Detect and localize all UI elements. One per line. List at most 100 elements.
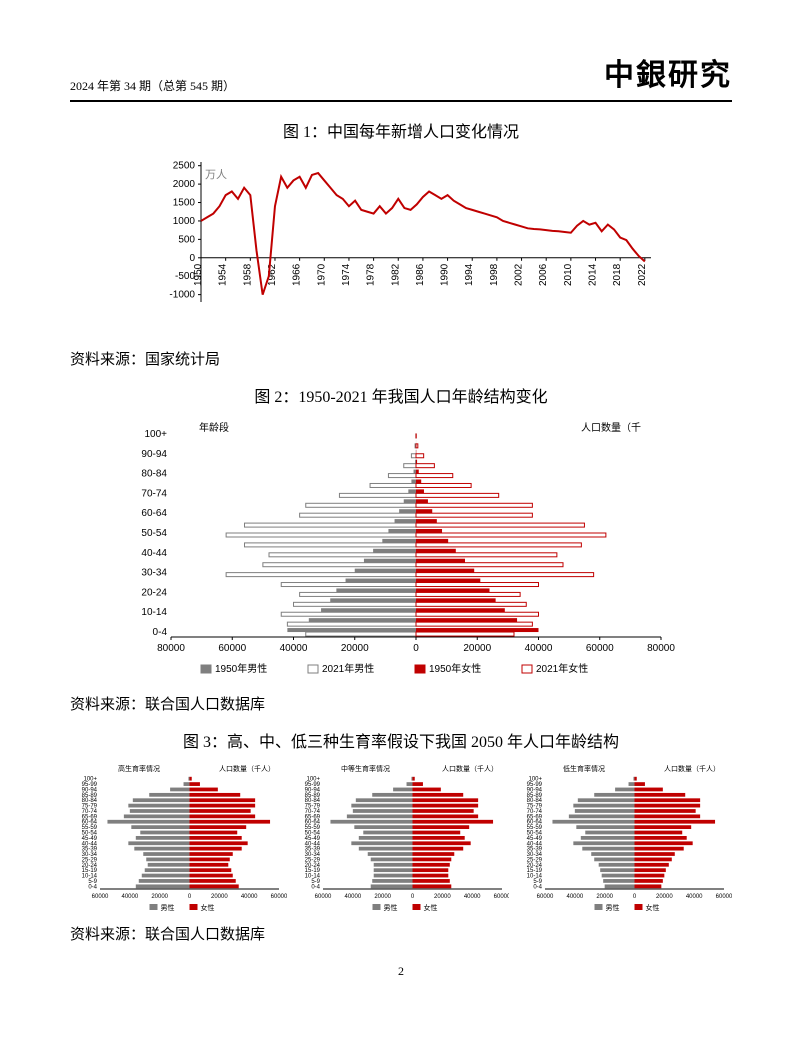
svg-text:90-94: 90-94 [527, 787, 543, 793]
svg-text:500: 500 [178, 234, 195, 245]
svg-text:70-74: 70-74 [82, 809, 98, 815]
svg-text:10-14: 10-14 [304, 874, 320, 880]
svg-text:0: 0 [633, 894, 637, 900]
svg-text:1982: 1982 [390, 263, 401, 286]
fig1-chart: -1000-5000500100015002000250019501954195… [70, 152, 732, 342]
svg-text:20000: 20000 [211, 894, 228, 900]
svg-text:60-64: 60-64 [82, 820, 98, 826]
svg-text:85-89: 85-89 [527, 793, 543, 799]
svg-text:30-34: 30-34 [304, 852, 320, 858]
svg-text:万人: 万人 [205, 168, 227, 181]
svg-text:20000: 20000 [656, 894, 673, 900]
svg-text:低生育率情况: 低生育率情况 [563, 764, 605, 773]
svg-text:10-14: 10-14 [141, 607, 167, 618]
svg-text:0: 0 [189, 253, 195, 264]
svg-text:75-79: 75-79 [304, 804, 320, 810]
svg-text:中等生育率情况: 中等生育率情况 [341, 764, 390, 773]
svg-text:人口数量（千人）: 人口数量（千人） [664, 764, 720, 773]
svg-text:0-4: 0-4 [311, 884, 320, 890]
svg-text:-1000: -1000 [169, 290, 195, 301]
svg-text:2021年女性: 2021年女性 [536, 662, 588, 675]
svg-text:90-94: 90-94 [82, 787, 98, 793]
svg-text:60000: 60000 [314, 894, 331, 900]
svg-text:2014: 2014 [588, 263, 599, 286]
svg-text:2002: 2002 [514, 263, 525, 286]
svg-text:80000: 80000 [647, 643, 675, 654]
svg-text:25-29: 25-29 [304, 857, 320, 863]
svg-text:80-84: 80-84 [141, 469, 167, 480]
svg-text:5-9: 5-9 [534, 879, 543, 885]
svg-text:2021年男性: 2021年男性 [322, 662, 374, 675]
svg-text:60000: 60000 [92, 894, 109, 900]
svg-text:1978: 1978 [366, 263, 377, 286]
svg-text:60-64: 60-64 [141, 508, 167, 519]
svg-text:0-4: 0-4 [153, 627, 168, 638]
svg-text:1974: 1974 [341, 263, 352, 286]
svg-text:1950年女性: 1950年女性 [429, 662, 481, 675]
svg-text:60000: 60000 [493, 894, 509, 900]
svg-text:女性: 女性 [423, 903, 437, 912]
svg-text:20-24: 20-24 [304, 863, 320, 869]
svg-text:1950年男性: 1950年男性 [215, 662, 267, 675]
svg-text:95-99: 95-99 [82, 782, 98, 788]
svg-text:10-14: 10-14 [527, 874, 543, 880]
svg-text:70-74: 70-74 [141, 488, 167, 499]
svg-text:60000: 60000 [271, 894, 287, 900]
svg-text:40000: 40000 [280, 643, 308, 654]
svg-text:40000: 40000 [241, 894, 258, 900]
svg-text:40-44: 40-44 [141, 548, 167, 559]
svg-text:0-4: 0-4 [88, 884, 97, 890]
svg-text:80000: 80000 [157, 643, 185, 654]
svg-text:5-9: 5-9 [311, 879, 320, 885]
svg-text:65-69: 65-69 [82, 814, 98, 820]
svg-text:40000: 40000 [463, 894, 480, 900]
svg-text:30-34: 30-34 [82, 852, 98, 858]
svg-text:40-44: 40-44 [527, 841, 543, 847]
svg-text:80-84: 80-84 [304, 798, 320, 804]
fig1-title: 图 1：中国每年新增人口变化情况 [70, 118, 732, 142]
page-header: 2024 年第 34 期（总第 545 期） 中銀研究 [70, 50, 732, 102]
svg-text:男性: 男性 [383, 903, 397, 912]
svg-text:95-99: 95-99 [304, 782, 320, 788]
svg-text:70-74: 70-74 [304, 809, 320, 815]
svg-text:1990: 1990 [440, 263, 451, 286]
svg-text:55-59: 55-59 [82, 825, 98, 831]
svg-text:0: 0 [411, 894, 415, 900]
svg-text:85-89: 85-89 [304, 793, 320, 799]
svg-text:20000: 20000 [463, 643, 491, 654]
svg-text:90-94: 90-94 [141, 449, 167, 460]
svg-text:55-59: 55-59 [527, 825, 543, 831]
svg-text:年龄段: 年龄段 [199, 421, 229, 434]
svg-text:人口数量（千人）: 人口数量（千人） [219, 764, 275, 773]
svg-text:20000: 20000 [374, 894, 391, 900]
svg-text:50-54: 50-54 [527, 831, 543, 837]
svg-text:1966: 1966 [292, 263, 303, 286]
fig3-title: 图 3：高、中、低三种生育率假设下我国 2050 年人口年龄结构 [70, 728, 732, 752]
fig1-source: 资料来源：国家统计局 [70, 348, 732, 369]
svg-text:40000: 40000 [525, 643, 553, 654]
svg-text:1970: 1970 [316, 263, 327, 286]
svg-text:60000: 60000 [537, 894, 554, 900]
svg-text:女性: 女性 [646, 903, 660, 912]
svg-text:45-49: 45-49 [304, 836, 320, 842]
svg-text:2006: 2006 [538, 263, 549, 286]
svg-text:35-39: 35-39 [527, 847, 543, 853]
svg-text:75-79: 75-79 [82, 804, 98, 810]
svg-text:20-24: 20-24 [141, 587, 167, 598]
svg-text:65-69: 65-69 [527, 814, 543, 820]
page-number: 2 [70, 964, 732, 979]
svg-text:80-84: 80-84 [527, 798, 543, 804]
svg-text:50-54: 50-54 [304, 831, 320, 837]
svg-text:60000: 60000 [716, 894, 732, 900]
svg-text:100+: 100+ [144, 429, 167, 440]
svg-text:人口数量（千人）: 人口数量（千人） [442, 764, 498, 773]
fig2-chart: 0-410-1420-2430-3440-4450-5460-6470-7480… [70, 417, 732, 687]
svg-text:10-14: 10-14 [82, 874, 98, 880]
svg-text:0-4: 0-4 [534, 884, 543, 890]
svg-text:2022: 2022 [637, 263, 648, 286]
svg-text:55-59: 55-59 [304, 825, 320, 831]
svg-text:50-54: 50-54 [141, 528, 167, 539]
svg-text:40-44: 40-44 [304, 841, 320, 847]
fig2-title: 图 2：1950-2021 年我国人口年龄结构变化 [70, 383, 732, 407]
svg-text:30-34: 30-34 [527, 852, 543, 858]
